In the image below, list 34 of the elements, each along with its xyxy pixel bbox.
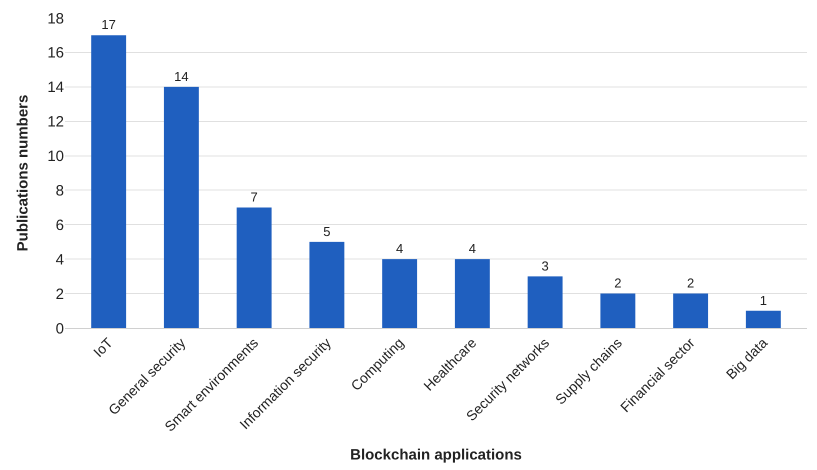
y-tick-label: 10 [47,148,64,166]
x-tick-label: Big data [722,334,771,382]
data-label: 4 [396,241,404,256]
bar [91,35,126,328]
data-label: 2 [686,276,694,291]
data-label: 3 [542,258,549,274]
y-tick-label: 6 [56,216,64,234]
bar [236,207,272,328]
y-tick-label: 0 [56,320,64,338]
y-tick-label: 2 [56,286,64,303]
y-tick-label: 4 [56,251,64,268]
x-axis-title: Blockchain applications [350,446,522,464]
y-tick-label: 14 [47,79,64,96]
bar [746,310,781,328]
y-tick-label: 12 [47,114,64,131]
data-label: 14 [174,68,189,84]
y-tick-label: 8 [56,182,64,200]
data-label: 1 [760,292,767,308]
bar [382,259,418,328]
bar [673,294,708,328]
y-tick-label: 18 [47,10,64,28]
data-label: 2 [614,276,622,291]
data-label: 4 [468,241,476,256]
bar [164,86,199,328]
bar [309,242,344,328]
y-axis-title: Publications numbers [14,94,32,252]
bar [454,259,490,328]
bar [600,294,636,328]
data-label: 17 [101,17,116,32]
bar [528,276,563,328]
y-tick-label: 16 [47,44,64,62]
x-tick-label: IoT [90,334,116,360]
data-label: 5 [323,224,330,239]
data-label: 7 [250,189,258,204]
